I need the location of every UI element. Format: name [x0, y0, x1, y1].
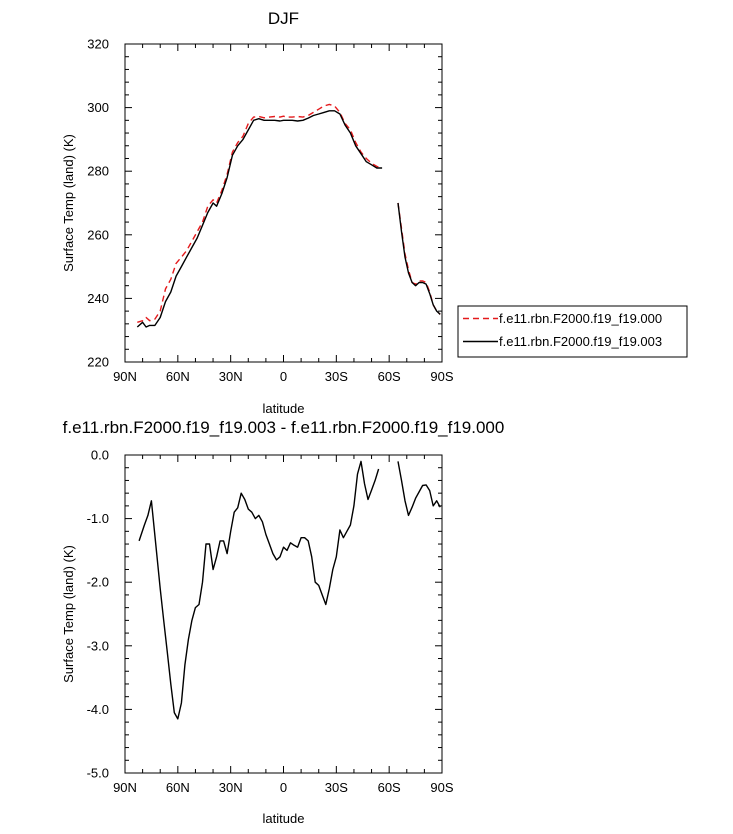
- top-chart-y-axis-label: Surface Temp (land) (K): [61, 134, 76, 272]
- bottom-chart-y-axis-label: Surface Temp (land) (K): [61, 545, 76, 683]
- bottom-chart-title: f.e11.rbn.F2000.f19_f19.003 - f.e11.rbn.…: [63, 418, 505, 437]
- y-tick-label: 0.0: [91, 448, 109, 463]
- y-tick-label: -1.0: [87, 511, 109, 526]
- y-tick-label: 280: [87, 164, 109, 179]
- bottom-chart-ticks: 90N 60N 30N 0 30S 60S 90S -5.0 -4.0 -3.0 -2.0 -1.0 0…: [87, 448, 454, 796]
- y-tick-label: 300: [87, 100, 109, 115]
- x-tick-label: 90S: [430, 369, 453, 384]
- bottom-chart-series: [138, 460, 441, 720]
- top-chart-title: DJF: [268, 9, 299, 28]
- y-tick-label: 220: [87, 355, 109, 370]
- top-chart-legend: f.e11.rbn.F2000.f19_f19.000 f.e11.rbn.F2…: [457, 305, 688, 358]
- top-chart-plot-frame: [124, 43, 443, 363]
- x-tick-label: 90N: [113, 369, 137, 384]
- x-tick-label: 60S: [378, 780, 401, 795]
- x-tick-label: 30N: [219, 369, 243, 384]
- x-tick-label: 30N: [219, 780, 243, 795]
- bottom-chart: f.e11.rbn.F2000.f19_f19.003 - f.e11.rbn.…: [61, 418, 504, 826]
- legend-label-case-000: f.e11.rbn.F2000.f19_f19.000: [499, 311, 662, 326]
- y-tick-label: 320: [87, 37, 109, 52]
- x-tick-label: 60N: [166, 369, 190, 384]
- series-line-0-1-segment-1: [397, 202, 441, 315]
- x-tick-label: 90S: [430, 780, 453, 795]
- y-tick-label: -4.0: [87, 702, 109, 717]
- x-tick-label: 90N: [113, 780, 137, 795]
- x-tick-label: 30S: [325, 780, 348, 795]
- top-chart-series: [136, 103, 441, 328]
- top-chart: DJF Surface Temp (land) (K) latitude 90N…: [61, 9, 688, 416]
- series-line-1-0-segment-0: [138, 460, 380, 720]
- bottom-chart-x-axis-label: latitude: [263, 811, 305, 826]
- y-tick-label: -3.0: [87, 638, 109, 653]
- x-tick-label: 30S: [325, 369, 348, 384]
- top-chart-x-axis-label: latitude: [263, 401, 305, 416]
- y-tick-label: 260: [87, 227, 109, 242]
- top-chart-ticks: 90N 60N 30N 0 30S 60S 90S 220 240 260 280 300 320: [87, 37, 454, 385]
- x-tick-label: 60N: [166, 780, 190, 795]
- series-line-0-0-segment-0: [137, 103, 383, 323]
- y-tick-label: -5.0: [87, 766, 109, 781]
- x-tick-label: 60S: [378, 369, 401, 384]
- bottom-chart-plot-frame: [124, 454, 443, 774]
- y-tick-label: 240: [87, 291, 109, 306]
- series-line-1-0-segment-1: [397, 461, 441, 517]
- legend-label-case-003: f.e11.rbn.F2000.f19_f19.003: [499, 334, 662, 349]
- series-line-0-1-segment-0: [136, 110, 383, 328]
- legend-box: [457, 305, 688, 358]
- x-tick-label: 0: [280, 780, 287, 795]
- y-tick-label: -2.0: [87, 575, 109, 590]
- x-tick-label: 0: [280, 369, 287, 384]
- series-line-0-0-segment-1: [397, 202, 441, 315]
